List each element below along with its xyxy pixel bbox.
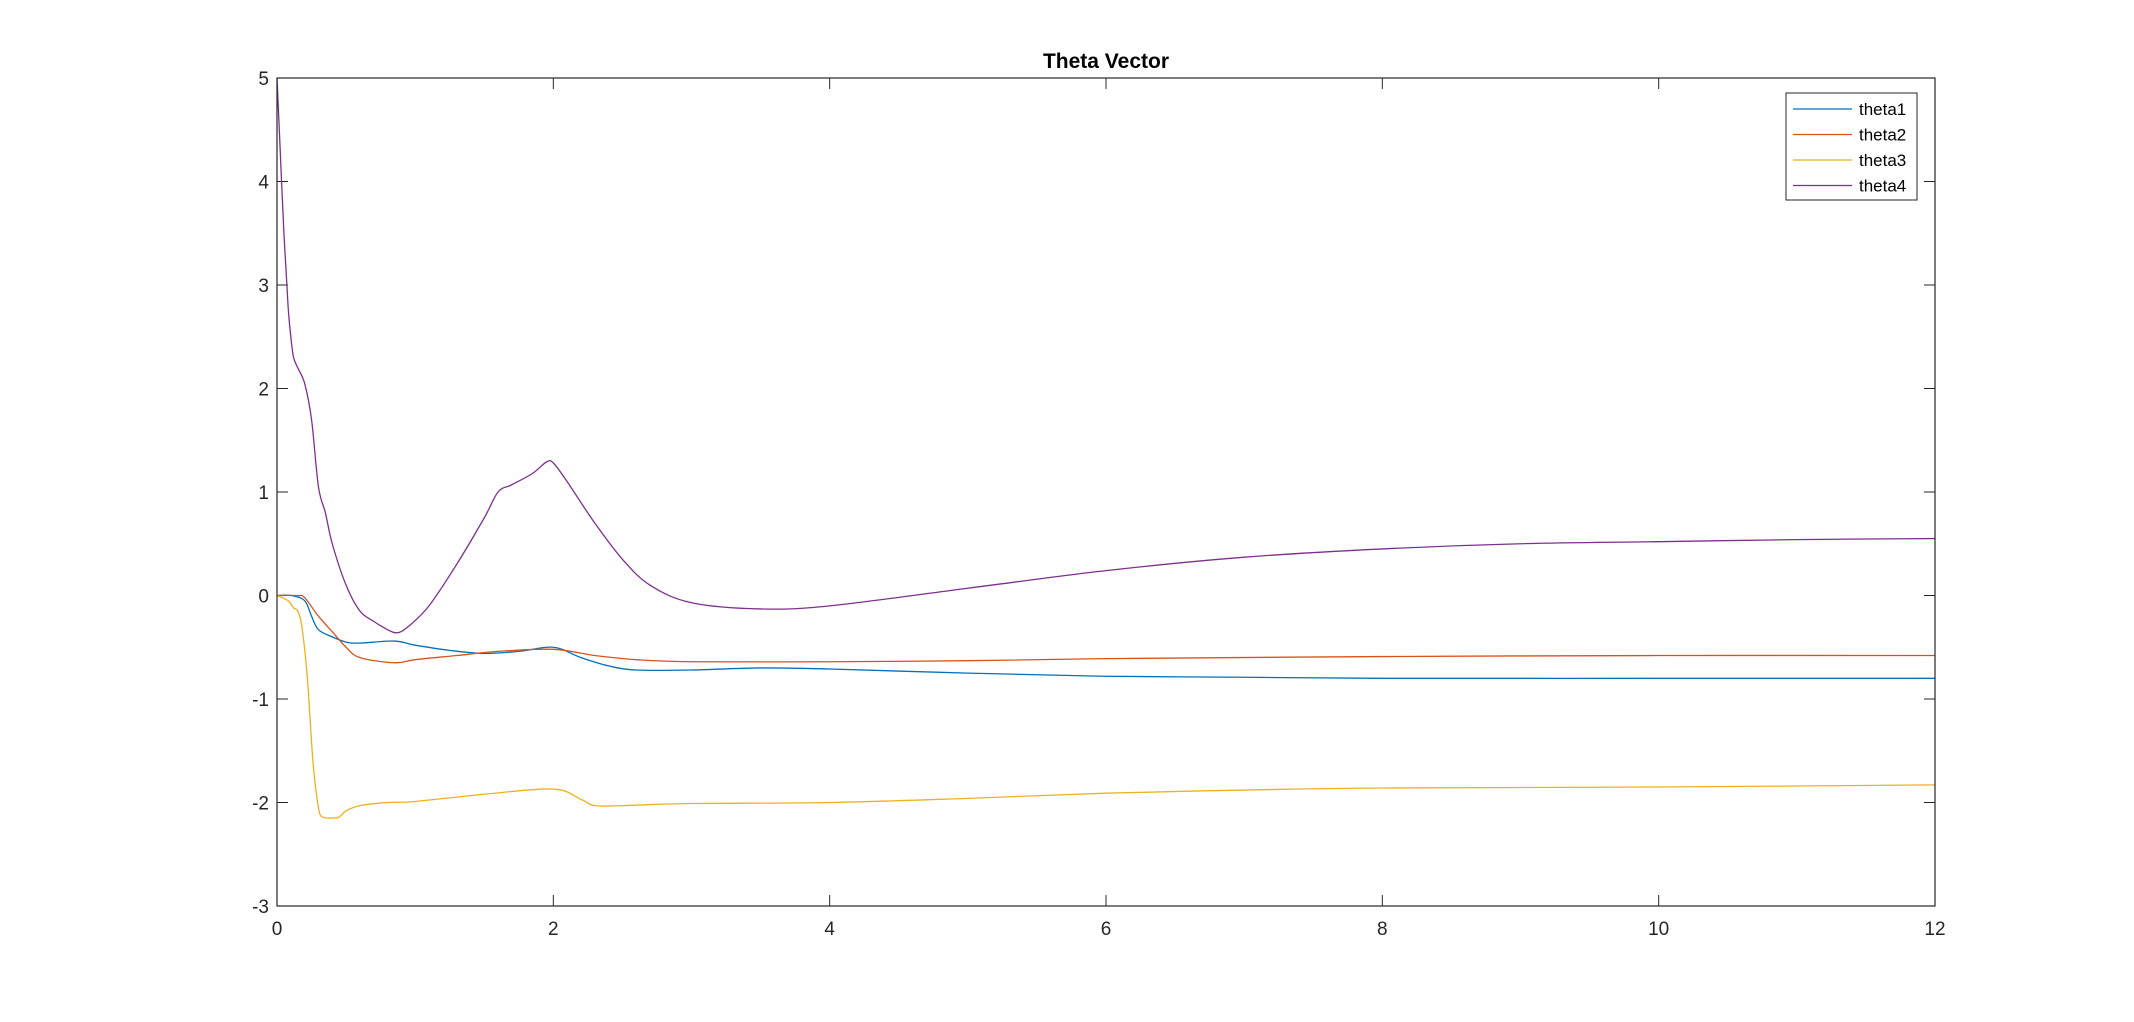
y-tick-label: -3 [252, 897, 269, 918]
y-tick-label: 4 [258, 173, 269, 194]
legend-label-theta2: theta2 [1859, 126, 1906, 145]
chart-title: Theta Vector [1043, 50, 1169, 73]
series-line-theta4 [277, 78, 1935, 634]
y-tick-label: 1 [258, 483, 269, 504]
y-tick-label: -1 [252, 690, 269, 711]
series-line-theta1 [277, 594, 1935, 680]
y-tick-label: -2 [252, 794, 269, 815]
y-tick-label: 3 [258, 276, 269, 297]
legend-label-theta3: theta3 [1859, 151, 1906, 170]
x-tick-label: 10 [1648, 919, 1669, 940]
series-lines [277, 78, 1935, 819]
x-tick-label: 12 [1924, 919, 1945, 940]
x-tick-label: 0 [272, 919, 283, 940]
x-tick-label: 4 [824, 919, 835, 940]
y-tick-label: 0 [258, 587, 269, 608]
x-tick-label: 2 [548, 919, 559, 940]
axes-box [276, 77, 1936, 907]
legend-box [1785, 92, 1918, 201]
x-tick-label: 8 [1377, 919, 1388, 940]
legend: theta1 theta2 theta3 theta4 [1785, 92, 1918, 201]
series-line-theta2 [277, 594, 1935, 664]
legend-label-theta1: theta1 [1859, 100, 1906, 119]
y-tick-label: 2 [258, 380, 269, 401]
series-line-theta3 [277, 594, 1935, 819]
plot-area [277, 78, 1935, 906]
legend-label-theta4: theta4 [1859, 177, 1906, 196]
x-tick-label: 6 [1101, 919, 1112, 940]
y-tick-label: 5 [258, 69, 269, 90]
